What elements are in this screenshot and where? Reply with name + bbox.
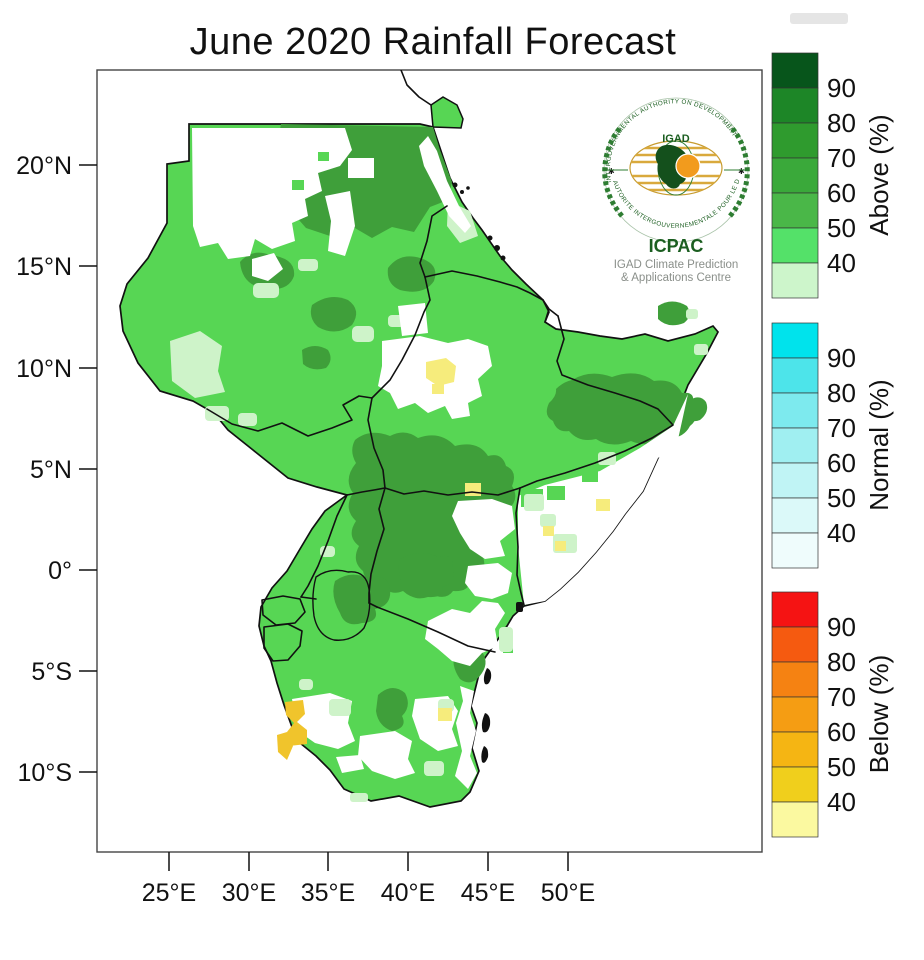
icpac-acronym: ICPAC: [649, 236, 704, 256]
x-tick-label: 50°E: [541, 879, 595, 907]
legend-tick: 90: [827, 343, 856, 373]
logo-acronym: IGAD: [662, 133, 690, 145]
legend-tick: 90: [827, 73, 856, 103]
laurel-right: [728, 124, 750, 218]
country-borders: [206, 205, 674, 662]
y-axis: 20°N 15°N 10°N 5°N 0° 5°S 10°S: [16, 152, 97, 787]
legend-swatch: [771, 462, 819, 499]
ethiopia-kenya-border: [384, 487, 521, 496]
legend-swatch: [771, 52, 819, 89]
x-tick-label: 45°E: [461, 879, 515, 907]
legend-swatch: [771, 626, 819, 663]
x-tick-label: 40°E: [381, 879, 435, 907]
icpac-name-line1: IGAD Climate Prediction: [614, 259, 739, 271]
seal-star-left: ✱: [608, 167, 615, 176]
map-canvas: [119, 70, 720, 808]
y-tick-label: 0°: [48, 557, 72, 585]
kenya-somalia-border: [515, 487, 525, 606]
sudan-southsudan-border: [206, 395, 373, 437]
legend-tick: 80: [827, 647, 856, 677]
legend-swatch: [771, 427, 819, 464]
legend-tick: 90: [827, 612, 856, 642]
legend-tick: 70: [827, 413, 856, 443]
legend-title-below: Below (%): [864, 655, 894, 773]
legend-tick: 60: [827, 178, 856, 208]
legend-swatch: [771, 392, 819, 429]
southsudan-ethiopia-border: [367, 397, 386, 489]
legend-below: 90 80 70 60 50 40 Below (%): [771, 591, 894, 838]
logo-orange-orb: [675, 153, 701, 179]
legend-swatch: [771, 801, 819, 838]
legend-swatch: [771, 731, 819, 768]
legend-swatch: [771, 122, 819, 159]
islands: [452, 182, 523, 763]
above-normal-pale-patches: [170, 201, 478, 557]
above-normal-dark-patches: [204, 124, 708, 731]
legend-tick: 70: [827, 682, 856, 712]
laurel-left: [602, 124, 624, 218]
y-tick-label: 10°N: [16, 355, 72, 383]
scan-artifact: [790, 13, 848, 24]
legend-swatch: [771, 696, 819, 733]
y-tick-label: 10°S: [18, 759, 72, 787]
page-title: June 2020 Rainfall Forecast: [190, 21, 677, 63]
y-tick-label: 5°N: [30, 456, 72, 484]
legend-title-normal: Normal (%): [864, 379, 894, 510]
legend-swatch: [771, 532, 819, 569]
legend-tick: 50: [827, 213, 856, 243]
x-axis: 25°E 30°E 35°E 40°E 45°E 50°E: [142, 852, 595, 907]
x-tick-label: 30°E: [222, 879, 276, 907]
legend-title-above: Above (%): [864, 114, 894, 235]
legend-swatch: [771, 661, 819, 698]
legend-swatch: [771, 357, 819, 394]
uganda-drc-border: [300, 494, 348, 598]
legend-tick: 70: [827, 143, 856, 173]
legend-tick: 50: [827, 752, 856, 782]
djibouti-border: [542, 299, 559, 323]
burundi-border: [263, 623, 303, 662]
legend-swatch: [771, 192, 819, 229]
seal-star-right: ✱: [738, 167, 745, 176]
y-tick-label: 5°S: [31, 658, 72, 686]
sudan-ethiopia-border: [371, 276, 431, 399]
ethiopia-somalia-border: [519, 315, 674, 489]
y-tick-label: 15°N: [16, 253, 72, 281]
egypt-coastline: [400, 70, 432, 106]
legend-swatch: [771, 591, 819, 628]
legend-tick: 60: [827, 717, 856, 747]
legend-swatch: [771, 322, 819, 359]
legend-swatch: [771, 227, 819, 264]
legend-tick: 60: [827, 448, 856, 478]
legend-above: 90 80 70 60 50 40 Above (%): [771, 52, 894, 299]
legend-swatch: [771, 497, 819, 534]
legend-tick: 50: [827, 483, 856, 513]
kenya-tanzania-border: [376, 606, 496, 653]
legend-tick: 80: [827, 378, 856, 408]
legend-tick: 40: [827, 787, 856, 817]
rwanda-border: [261, 595, 306, 626]
legend-tick: 80: [827, 108, 856, 138]
southsudan-uganda-border: [346, 487, 386, 496]
y-tick-label: 20°N: [16, 152, 72, 180]
lake-victoria-outline: [312, 569, 371, 641]
sudan-eritrea-border: [419, 205, 448, 278]
legend-swatch: [771, 157, 819, 194]
legend-normal: 90 80 70 60 50 40 Normal (%): [771, 322, 894, 569]
x-tick-label: 25°E: [142, 879, 196, 907]
x-tick-label: 35°E: [301, 879, 355, 907]
legend-swatch: [771, 262, 819, 299]
legend-tick: 40: [827, 248, 856, 278]
eritrea-ethiopia-border: [424, 270, 544, 301]
icpac-name-line2: & Applications Centre: [621, 272, 731, 284]
legend-swatch: [771, 87, 819, 124]
legend-tick: 40: [827, 518, 856, 548]
legend-swatch: [771, 766, 819, 803]
